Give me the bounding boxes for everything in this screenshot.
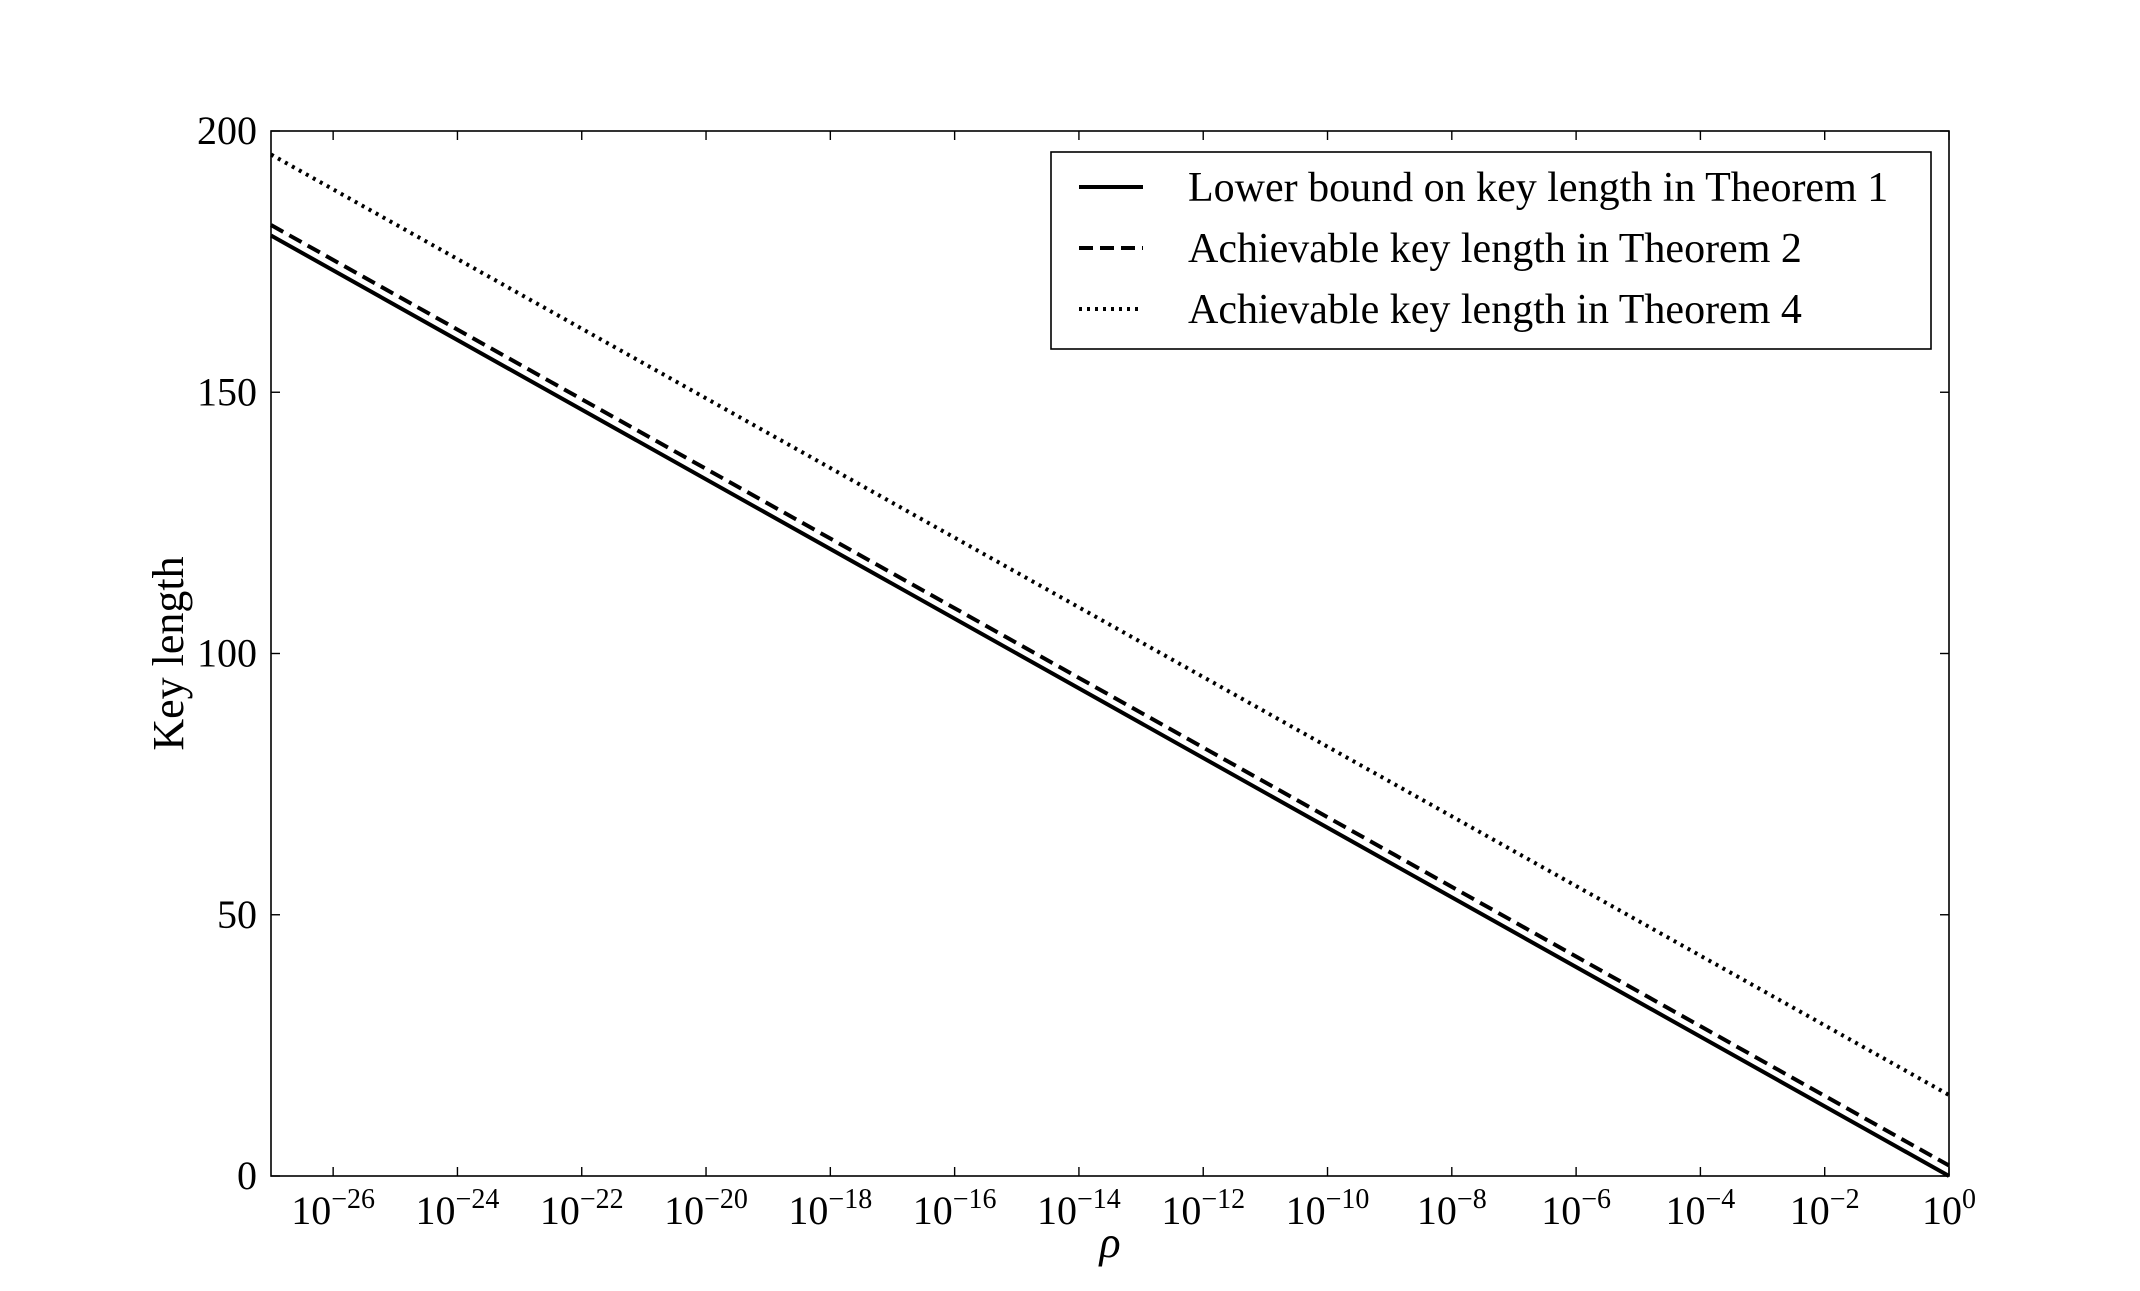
legend-label-3: Achievable key length in Theorem 4 xyxy=(1188,287,1802,333)
x-tick-label-exponent: −6 xyxy=(1581,1184,1611,1215)
x-tick-label-base: 10 xyxy=(664,1188,704,1233)
x-tick-label-base: 10 xyxy=(1161,1188,1201,1233)
x-tick-label: 10−22 xyxy=(540,1184,624,1233)
x-tick-label-base: 10 xyxy=(540,1188,580,1233)
x-tick-label: 10−12 xyxy=(1161,1184,1245,1233)
x-tick-label-base: 10 xyxy=(1286,1188,1326,1233)
x-tick-label-base: 10 xyxy=(913,1188,953,1233)
y-axis-label: Key length xyxy=(144,556,193,750)
labels-layer: Key length ρ xyxy=(144,556,1121,1267)
x-tick-label: 10−4 xyxy=(1666,1184,1736,1233)
x-tick-label-exponent: −24 xyxy=(456,1184,500,1215)
series-layer xyxy=(270,152,1950,1178)
x-tick-label: 10−6 xyxy=(1541,1184,1611,1233)
x-tick-label-exponent: −20 xyxy=(704,1184,748,1215)
legend-label-2: Achievable key length in Theorem 2 xyxy=(1188,226,1802,272)
ticks-layer: 10−26 10−24 10−22 10−20 10−18 10−16 10−14 10−12… xyxy=(197,108,1976,1233)
x-tick-label-exponent: −2 xyxy=(1830,1184,1860,1215)
x-tick-label-base: 10 xyxy=(1922,1188,1962,1233)
x-tick-label-exponent: −4 xyxy=(1706,1184,1736,1215)
y-tick-label: 200 xyxy=(197,108,257,153)
x-tick-label-exponent: −22 xyxy=(580,1184,624,1215)
x-tick-label-base: 10 xyxy=(291,1188,331,1233)
x-tick-label-exponent: −14 xyxy=(1077,1184,1121,1215)
y-tick-label: 0 xyxy=(237,1153,257,1198)
y-tick-label: 50 xyxy=(217,892,257,937)
x-tick-label-exponent: −12 xyxy=(1201,1184,1245,1215)
x-tick-label: 10−8 xyxy=(1417,1184,1487,1233)
x-tick-label: 10−10 xyxy=(1286,1184,1370,1233)
x-tick-label-base: 10 xyxy=(1417,1188,1457,1233)
x-tick-label: 10−14 xyxy=(1037,1184,1121,1233)
series-line-3 xyxy=(270,152,1950,1097)
y-tick-label: 100 xyxy=(197,631,257,676)
legend-box xyxy=(1050,151,1932,350)
legend-label-1: Lower bound on key length in Theorem 1 xyxy=(1188,165,1888,211)
x-tick-label-base: 10 xyxy=(1541,1188,1581,1233)
series-line-1 xyxy=(270,233,1950,1178)
x-tick-label-exponent: −26 xyxy=(331,1184,375,1215)
series-line-2 xyxy=(270,223,1950,1168)
x-axis-label: ρ xyxy=(1097,1218,1120,1267)
x-tick-label: 10−18 xyxy=(788,1184,872,1233)
x-tick-label-base: 10 xyxy=(1666,1188,1706,1233)
x-tick-label: 10−20 xyxy=(664,1184,748,1233)
x-tick-label: 10−16 xyxy=(913,1184,997,1233)
legend: Lower bound on key length in Theorem 1 Ac… xyxy=(1050,151,1932,350)
x-tick-label-exponent: −16 xyxy=(953,1184,997,1215)
x-tick-label-base: 10 xyxy=(416,1188,456,1233)
x-tick-label-base: 10 xyxy=(1790,1188,1830,1233)
x-tick-label-exponent: −8 xyxy=(1457,1184,1487,1215)
x-tick-label: 10−2 xyxy=(1790,1184,1860,1233)
x-tick-label: 10−24 xyxy=(416,1184,500,1233)
x-tick-label-exponent: 0 xyxy=(1962,1184,1976,1215)
x-tick-label: 100 xyxy=(1922,1184,1976,1233)
y-tick-label: 150 xyxy=(197,369,257,414)
x-tick-label-exponent: −18 xyxy=(828,1184,872,1215)
x-tick-label-base: 10 xyxy=(1037,1188,1077,1233)
x-tick-label-base: 10 xyxy=(788,1188,828,1233)
x-tick-label-exponent: −10 xyxy=(1326,1184,1370,1215)
x-tick-label: 10−26 xyxy=(291,1184,375,1233)
